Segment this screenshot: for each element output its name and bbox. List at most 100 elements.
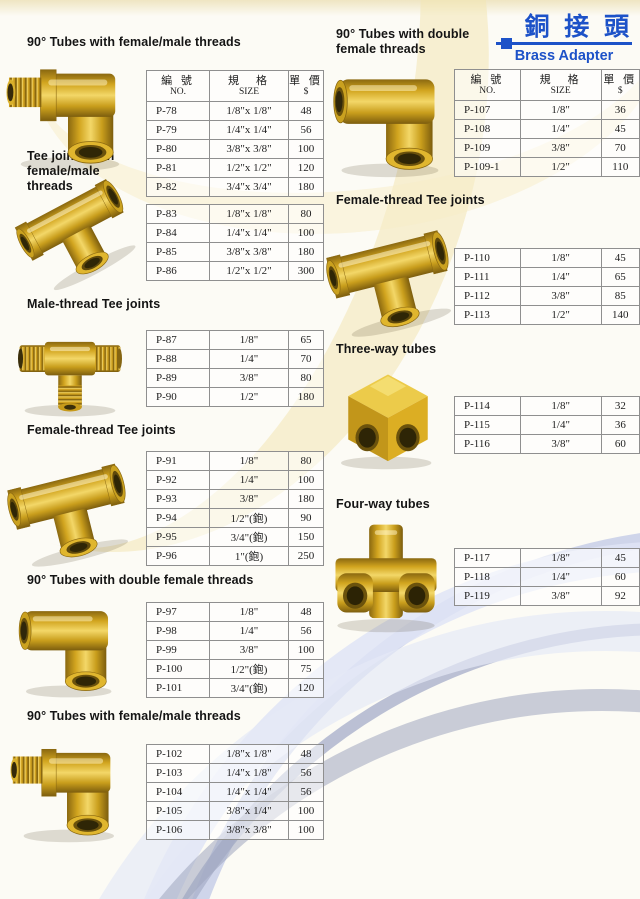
product-photo-elbow-double-female — [326, 56, 450, 184]
size-cell: 3/8" — [519, 586, 602, 606]
table-row: P-89 3/8" 80 — [146, 368, 324, 388]
col-header-no: 編 號 NO. — [146, 70, 210, 102]
part-number-cell: P-95 — [146, 527, 210, 547]
part-number-cell: P-84 — [146, 223, 210, 243]
size-cell: 1/4" — [519, 267, 602, 287]
size-cell: 1/8"x 1/8" — [209, 101, 289, 121]
table-row: P-96 1"(鉋) 250 — [146, 546, 324, 566]
product-photo-tee-male — [10, 315, 130, 419]
size-cell: 3/8" — [519, 286, 602, 306]
part-number-cell: P-96 — [146, 546, 210, 566]
col-header-price: 單 價 $ — [288, 70, 324, 102]
part-number-cell: P-102 — [146, 744, 210, 764]
size-cell: 3/8" — [209, 368, 289, 388]
table-row: P-97 1/8" 48 — [146, 602, 324, 622]
part-number-cell: P-99 — [146, 640, 210, 660]
table-row: P-88 1/4" 70 — [146, 349, 324, 369]
col-header-size: 規 格 SIZE — [519, 69, 602, 101]
table-header-row: 編 號 NO. 規 格 SIZE 單 價 $ — [146, 70, 324, 102]
size-cell: 3/8" — [519, 434, 602, 454]
size-cell: 1/4" — [519, 119, 602, 139]
size-cell: 1/4" — [209, 621, 289, 641]
part-number-cell: P-78 — [146, 101, 210, 121]
price-cell: 45 — [600, 119, 640, 139]
part-number-cell: P-80 — [146, 139, 210, 159]
price-cell: 56 — [288, 782, 324, 802]
size-cell: 3/8" — [209, 489, 289, 509]
part-number-cell: P-104 — [146, 782, 210, 802]
part-number-cell: P-111 — [454, 267, 521, 287]
table-row: P-108 1/4" 45 — [454, 119, 640, 139]
table-row: P-82 3/4"x 3/4" 180 — [146, 177, 324, 197]
part-number-cell: P-82 — [146, 177, 210, 197]
price-cell: 36 — [600, 100, 640, 120]
section-heading: Female-thread Tee joints — [27, 423, 176, 437]
part-number-cell: P-115 — [454, 415, 521, 435]
price-cell: 100 — [288, 820, 324, 840]
part-number-cell: P-89 — [146, 368, 210, 388]
price-cell: 85 — [600, 286, 640, 306]
table-row: P-109-1 1/2" 110 — [454, 157, 640, 177]
table-row: P-98 1/4" 56 — [146, 621, 324, 641]
price-cell: 180 — [288, 489, 324, 509]
price-cell: 56 — [288, 120, 324, 140]
price-cell: 100 — [288, 470, 324, 490]
section-heading: Male-thread Tee joints — [27, 297, 161, 311]
part-number-cell: P-79 — [146, 120, 210, 140]
part-number-cell: P-97 — [146, 602, 210, 622]
table-row: P-110 1/8" 45 — [454, 248, 640, 268]
table-row: P-104 1/4"x 1/4" 56 — [146, 782, 324, 802]
size-cell: 3/8"x 3/8" — [209, 820, 289, 840]
price-cell: 90 — [288, 508, 324, 528]
size-cell: 1/4" — [519, 567, 602, 587]
size-cell: 3/4"x 3/4" — [209, 177, 289, 197]
size-cell: 1/8"x 1/8" — [209, 744, 289, 764]
part-number-cell: P-85 — [146, 242, 210, 262]
part-number-cell: P-113 — [454, 305, 521, 325]
part-number-cell: P-91 — [146, 451, 210, 471]
title-underline — [496, 38, 632, 49]
price-cell: 80 — [288, 451, 324, 471]
part-number-cell: P-87 — [146, 330, 210, 350]
part-number-cell: P-108 — [454, 119, 521, 139]
size-cell: 1/8" — [209, 330, 289, 350]
part-number-cell: P-106 — [146, 820, 210, 840]
price-cell: 36 — [600, 415, 640, 435]
size-cell: 1/8" — [519, 396, 602, 416]
table-row: P-91 1/8" 80 — [146, 451, 324, 471]
part-number-cell: P-110 — [454, 248, 521, 268]
size-cell: 1/2" — [519, 157, 602, 177]
table-row: P-87 1/8" 65 — [146, 330, 324, 350]
part-number-cell: P-90 — [146, 387, 210, 407]
table-row: P-116 3/8" 60 — [454, 434, 640, 454]
table-row: P-93 3/8" 180 — [146, 489, 324, 509]
table-row: P-94 1/2"(鉋) 90 — [146, 508, 324, 528]
price-table: P-102 1/8"x 1/8" 48 P-103 1/4"x 1/8" 56 P-104 1… — [146, 744, 324, 840]
table-row: P-111 1/4" 65 — [454, 267, 640, 287]
price-table: P-91 1/8" 80 P-92 1/4" 100 P-93 3/8" 180 P-94 1/2"… — [146, 451, 324, 566]
price-cell: 100 — [288, 801, 324, 821]
product-photo-elbow-female-male — [3, 733, 131, 845]
table-row: P-114 1/8" 32 — [454, 396, 640, 416]
size-cell: 3/4"(鉋) — [209, 527, 289, 547]
table-row: P-106 3/8"x 3/8" 100 — [146, 820, 324, 840]
size-cell: 3/8"x 3/8" — [209, 139, 289, 159]
part-number-cell: P-92 — [146, 470, 210, 490]
part-number-cell: P-98 — [146, 621, 210, 641]
price-cell: 180 — [288, 177, 324, 197]
table-row: P-95 3/4"(鉋) 150 — [146, 527, 324, 547]
price-cell: 48 — [288, 101, 324, 121]
price-cell: 45 — [600, 548, 640, 568]
col-header-size: 規 格 SIZE — [209, 70, 289, 102]
price-table: P-87 1/8" 65 P-88 1/4" 70 P-89 3/8" 80 P-90 1/2" 18… — [146, 330, 324, 407]
table-row: P-80 3/8"x 3/8" 100 — [146, 139, 324, 159]
price-cell: 120 — [288, 678, 324, 698]
price-cell: 60 — [600, 434, 640, 454]
price-table: 編 號 NO. 規 格 SIZE 單 價 $ P-78 1/8"x 1/8" 48 P-79 1/4… — [146, 70, 324, 197]
table-row: P-113 1/2" 140 — [454, 305, 640, 325]
price-cell: 180 — [288, 242, 324, 262]
price-cell: 110 — [600, 157, 640, 177]
table-row: P-118 1/4" 60 — [454, 567, 640, 587]
section-heading: Female-thread Tee joints — [336, 193, 485, 207]
